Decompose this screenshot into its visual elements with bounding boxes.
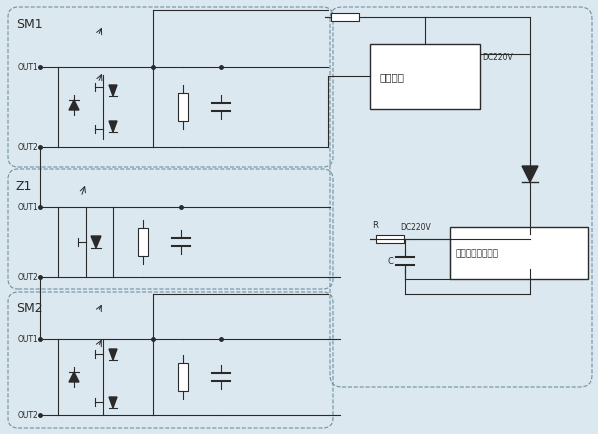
Text: DC220V: DC220V <box>400 223 431 232</box>
Text: OUT2: OUT2 <box>18 273 39 282</box>
Bar <box>138 228 148 256</box>
Text: R: R <box>372 221 378 230</box>
Text: C: C <box>387 257 393 266</box>
Polygon shape <box>91 237 101 248</box>
Polygon shape <box>522 167 538 183</box>
Text: OUT1: OUT1 <box>18 63 39 72</box>
Bar <box>450 227 588 279</box>
Text: OUT2: OUT2 <box>18 143 39 152</box>
Text: DC220V: DC220V <box>482 53 512 61</box>
Polygon shape <box>69 101 79 111</box>
Text: 阻尼模块控制回路: 阻尼模块控制回路 <box>455 249 498 258</box>
Polygon shape <box>109 397 117 408</box>
Text: SM1: SM1 <box>16 17 42 30</box>
Text: Z1: Z1 <box>16 179 32 192</box>
Text: OUT2: OUT2 <box>18 411 39 420</box>
Text: OUT1: OUT1 <box>18 335 39 344</box>
Bar <box>178 94 188 122</box>
Polygon shape <box>109 122 117 133</box>
Text: SM2: SM2 <box>16 302 42 315</box>
Bar <box>376 236 404 243</box>
Polygon shape <box>69 372 79 382</box>
Text: 高压电源: 高压电源 <box>380 72 405 82</box>
Text: OUT1: OUT1 <box>18 203 39 212</box>
Bar <box>178 363 188 391</box>
Bar <box>370 45 480 110</box>
Polygon shape <box>109 86 117 97</box>
Bar <box>331 14 359 22</box>
Polygon shape <box>109 349 117 360</box>
